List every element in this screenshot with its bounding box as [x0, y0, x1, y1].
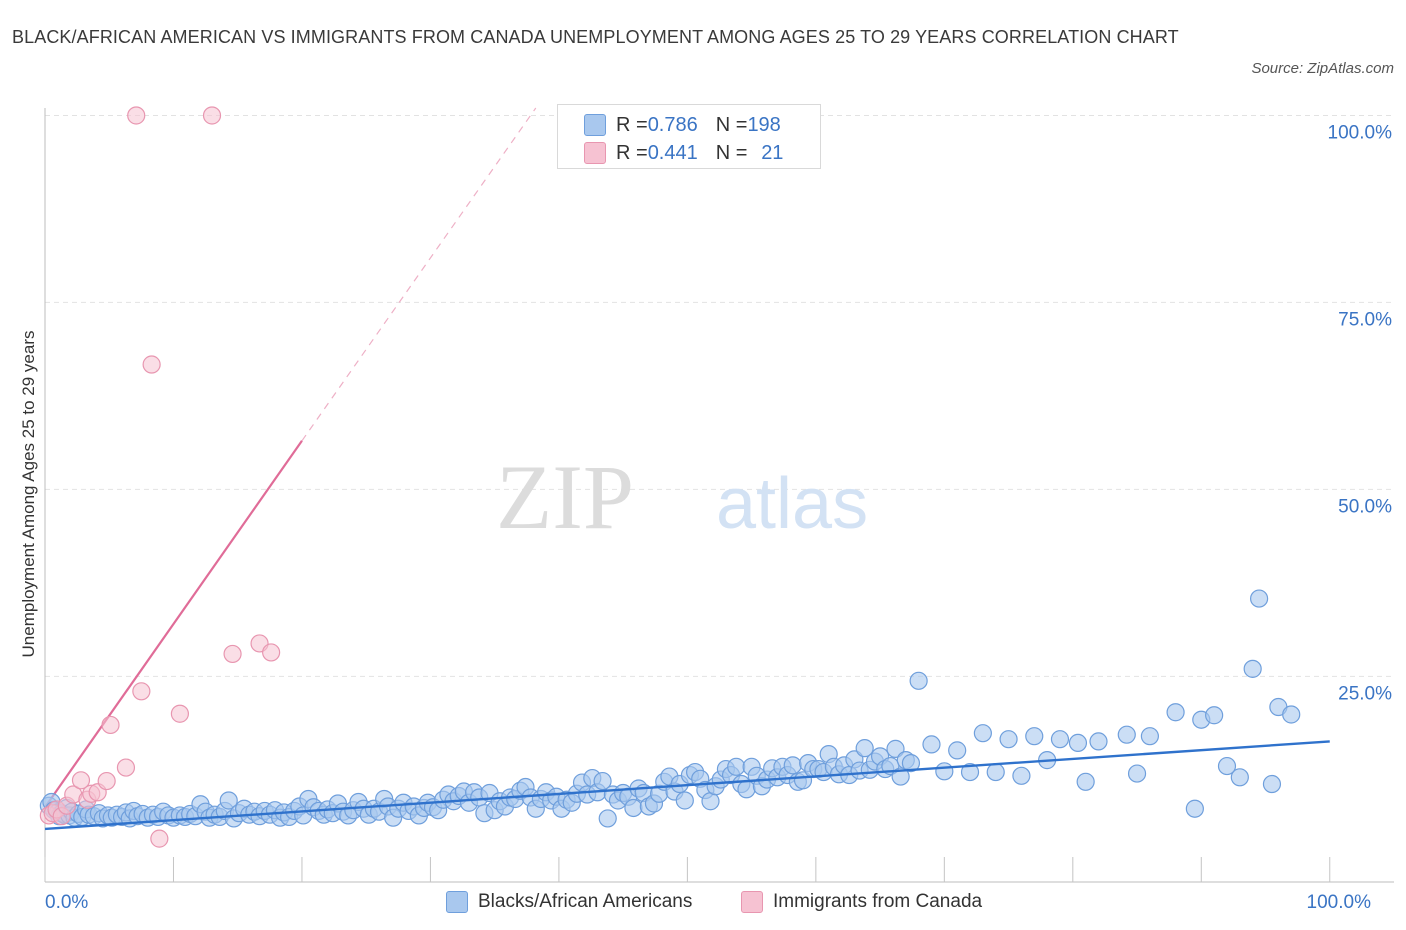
blacks-point	[675, 791, 694, 810]
blacks-point	[1076, 772, 1095, 791]
r-value: 0.441	[647, 141, 698, 164]
blacks-point	[1089, 732, 1108, 751]
blacks-point	[1217, 756, 1237, 776]
canada-point	[262, 643, 281, 662]
blacks-point	[783, 756, 802, 775]
blacks-point	[901, 753, 921, 773]
blacks-point	[886, 739, 905, 758]
axes	[44, 108, 1394, 883]
n-value: 21	[761, 141, 784, 164]
blacks-point	[1249, 589, 1269, 608]
pink-swatch	[741, 891, 763, 913]
x-tick-label: 100.0%	[1307, 892, 1372, 913]
blacks-point	[1282, 705, 1301, 724]
watermark-zip: ZIP	[496, 446, 634, 548]
blacks-point	[909, 671, 928, 690]
watermark-atlas: atlas	[716, 464, 868, 544]
blacks-point	[855, 739, 874, 758]
canada-point	[97, 771, 116, 791]
blacks-point	[1025, 727, 1044, 746]
y-tick-label: 25.0%	[1338, 683, 1392, 704]
blacks-point	[1050, 730, 1070, 749]
pink-swatch	[584, 142, 606, 164]
grid-lines	[45, 114, 1394, 677]
blacks-points	[39, 589, 1301, 828]
blacks-point	[1068, 733, 1088, 753]
x-tick-label: 0.0%	[45, 892, 88, 913]
legend-row-blacks: R = 0.786 N = 198	[584, 111, 781, 139]
legend-item-blacks: Blacks/African Americans	[446, 889, 692, 915]
blacks-point	[1243, 659, 1262, 678]
n-label: N =	[715, 141, 748, 164]
blacks-point	[1117, 725, 1136, 744]
canada-point	[170, 704, 189, 723]
blue-swatch	[446, 891, 468, 913]
canada-point	[116, 758, 136, 777]
legend-label: Blacks/African Americans	[478, 891, 693, 912]
blacks-point	[593, 771, 612, 791]
blacks-point	[999, 730, 1018, 749]
r-value: 0.786	[647, 113, 698, 136]
canada-point	[127, 106, 146, 125]
blacks-point	[624, 798, 643, 818]
n-value: 198	[747, 113, 781, 136]
blacks-point	[935, 762, 954, 781]
blacks-point	[727, 757, 746, 776]
source-note: Source: ZipAtlas.com	[1251, 60, 1394, 77]
canada-trend-solid	[44, 440, 303, 808]
blacks-point	[973, 724, 992, 743]
blacks-point	[598, 809, 617, 828]
correlation-legend: R = 0.786 N = 198 R = 0.441 N = 21	[557, 104, 821, 169]
blacks-trend-line	[44, 740, 1330, 831]
legend-label: Immigrants from Canada	[773, 891, 983, 912]
y-tick-label: 100.0%	[1328, 122, 1393, 143]
legend-row-canada: R = 0.441 N = 21	[584, 139, 783, 167]
blacks-point	[1140, 727, 1159, 746]
r-label: R =	[616, 141, 648, 164]
blacks-point	[1230, 768, 1249, 787]
canada-point	[132, 682, 151, 701]
blacks-point	[948, 741, 967, 760]
canada-point	[101, 715, 120, 735]
blacks-point	[1262, 774, 1282, 794]
y-tick-label: 50.0%	[1338, 496, 1392, 517]
canada-point	[71, 771, 91, 790]
blacks-trend	[44, 740, 1330, 831]
y-tick-label: 75.0%	[1338, 309, 1392, 330]
blacks-point	[1185, 799, 1204, 818]
blacks-point	[1127, 764, 1147, 783]
blacks-point	[960, 762, 980, 782]
blacks-point	[219, 791, 238, 810]
canada-point	[150, 829, 169, 848]
r-label: R =	[616, 113, 648, 136]
canada-point	[142, 355, 161, 374]
n-label: N =	[715, 113, 748, 136]
canada-point	[223, 644, 242, 664]
blacks-point	[922, 735, 941, 754]
canada-trend-line	[44, 107, 537, 808]
watermark: ZIP atlas	[496, 446, 868, 548]
blacks-point	[891, 767, 910, 786]
y-axis-label: Unemployment Among Ages 25 to 29 years	[19, 331, 38, 658]
blacks-point	[1205, 706, 1224, 725]
blacks-point	[986, 762, 1005, 782]
blacks-point	[1012, 766, 1031, 785]
chart-title: BLACK/AFRICAN AMERICAN VS IMMIGRANTS FRO…	[12, 27, 1179, 47]
blacks-point	[1166, 703, 1185, 722]
canada-point	[202, 106, 222, 125]
tick-labels: 25.0% 50.0% 75.0% 100.0% 0.0% 100.0%	[45, 122, 1392, 913]
blue-swatch	[584, 114, 606, 136]
legend-item-canada: Immigrants from Canada	[741, 889, 982, 915]
canada-trend-dashed	[301, 107, 537, 442]
canada-points	[39, 106, 281, 848]
